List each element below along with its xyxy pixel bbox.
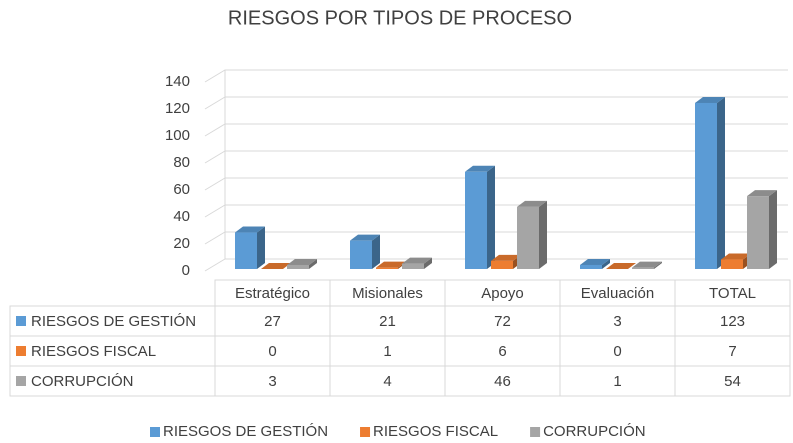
table-value: 0 [268, 343, 276, 360]
bar [491, 260, 513, 269]
bar [235, 232, 257, 269]
bar-top [517, 200, 547, 207]
table-legend-key [16, 376, 26, 386]
table-value: 3 [613, 313, 621, 330]
bar-top [376, 261, 406, 268]
table-value: 6 [498, 343, 506, 360]
bar-top [580, 258, 610, 265]
table-value: 46 [494, 373, 511, 390]
bar-side [487, 165, 495, 269]
bar-top [491, 254, 521, 261]
legend-label: CORRUPCIÓN [543, 423, 646, 440]
bar-top [747, 190, 777, 197]
y-tick-label: 0 [182, 262, 190, 279]
table-value: 123 [720, 313, 745, 330]
table-value: 3 [268, 373, 276, 390]
bar-top [606, 263, 636, 269]
table-body-border [9, 305, 791, 397]
table-value: 0 [613, 343, 621, 360]
x-tick-label: Apoyo [481, 285, 524, 302]
table-value: 21 [379, 313, 396, 330]
table-value: 1 [383, 343, 391, 360]
bar-side [717, 96, 725, 269]
x-tick-label: TOTAL [709, 285, 756, 302]
chart-title: RIESGOS POR TIPOS DE PROCESO [228, 7, 572, 29]
bar-side [257, 226, 265, 269]
legend-label: RIESGOS DE GESTIÓN [163, 423, 328, 440]
bar [721, 259, 743, 269]
bar-top [350, 234, 380, 241]
bar-side [539, 200, 547, 269]
bar [580, 264, 602, 269]
table-value: 72 [494, 313, 511, 330]
y-tick-label: 20 [173, 235, 190, 252]
table-legend-key [16, 346, 26, 356]
bar-top [235, 226, 265, 233]
bar-side [769, 190, 777, 269]
bar [350, 240, 372, 269]
table-value: 27 [264, 313, 281, 330]
bar-top [402, 257, 432, 264]
table-value: 4 [383, 373, 391, 390]
legend-key [530, 427, 541, 437]
bar-top [695, 96, 725, 103]
grid-line [204, 69, 788, 83]
legend-label: RIESGOS FISCAL [373, 423, 498, 440]
bar-side [654, 261, 662, 269]
bar-top [465, 165, 495, 172]
bar-side [372, 234, 380, 269]
table-value: 1 [613, 373, 621, 390]
table-row-label: RIESGOS FISCAL [31, 343, 156, 360]
bar-side [424, 257, 432, 269]
x-tick-label: Evaluación [581, 285, 654, 302]
y-tick-label: 140 [165, 73, 190, 90]
bar-top [261, 263, 291, 269]
table-row-label: RIESGOS DE GESTIÓN [31, 313, 196, 330]
bar [695, 102, 717, 269]
bar [632, 267, 654, 269]
x-tick-label: Misionales [352, 285, 423, 302]
bar [376, 267, 398, 269]
bar [287, 264, 309, 269]
legend-key [360, 427, 371, 437]
y-tick-label: 80 [173, 154, 190, 171]
y-tick-label: 40 [173, 208, 190, 225]
bar-side [309, 258, 317, 269]
bar-top [287, 258, 317, 265]
bar [517, 206, 539, 269]
y-tick-label: 60 [173, 181, 190, 198]
x-tick-label: Estratégico [235, 285, 310, 302]
y-tick-label: 120 [165, 100, 190, 117]
table-value: 7 [728, 343, 736, 360]
table-row-label: CORRUPCIÓN [31, 373, 134, 390]
bar [465, 171, 487, 269]
legend-key [150, 427, 160, 437]
bar-top [632, 261, 662, 268]
y-tick-label: 100 [165, 127, 190, 144]
bar-side [602, 258, 610, 269]
bar [402, 263, 424, 269]
bar-top [721, 253, 751, 260]
table-value: 54 [724, 373, 741, 390]
bar [747, 196, 769, 269]
table-legend-key [16, 316, 26, 326]
